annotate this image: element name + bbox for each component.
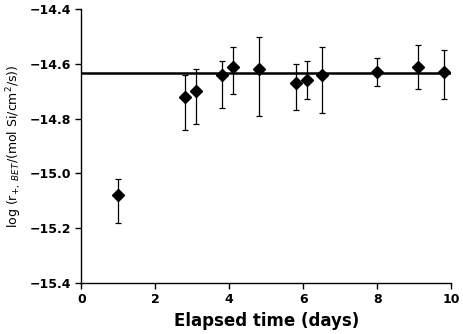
Y-axis label: log (r$_{+,\ \mathit{BET}}$/(mol Si/cm$^2$/s)): log (r$_{+,\ \mathit{BET}}$/(mol Si/cm$^… — [4, 64, 24, 228]
X-axis label: Elapsed time (days): Elapsed time (days) — [173, 312, 358, 330]
